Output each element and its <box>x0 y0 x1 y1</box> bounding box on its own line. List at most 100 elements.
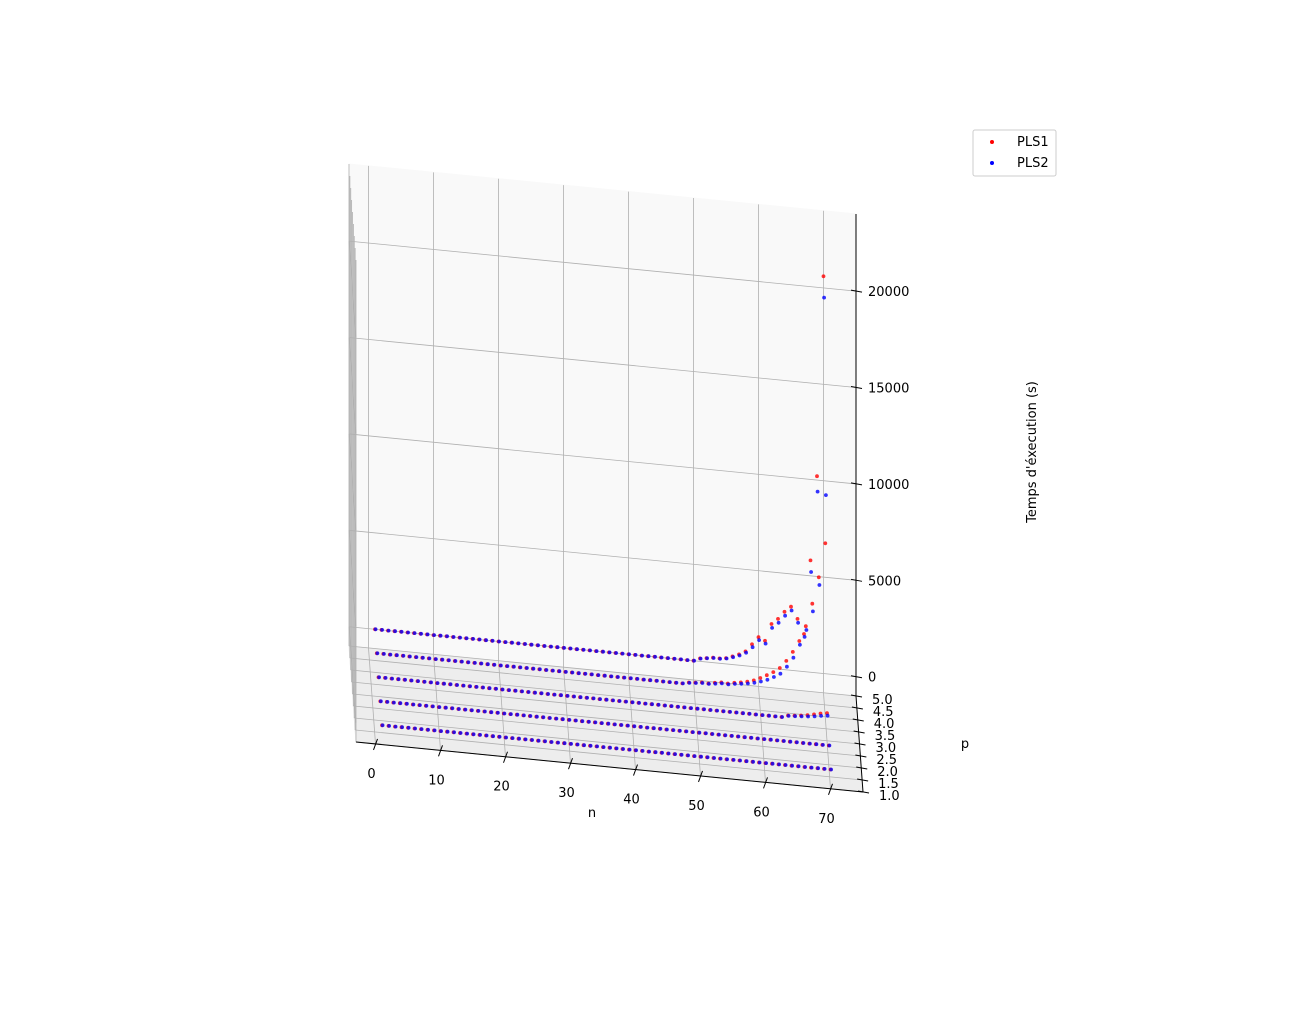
legend: PLS1 PLS2 <box>972 129 1057 177</box>
data-point <box>679 752 684 757</box>
z-tick-label: 15000 <box>868 382 909 397</box>
data-point <box>810 601 815 606</box>
data-point <box>634 748 638 753</box>
data-point <box>497 639 501 644</box>
data-point <box>379 699 383 704</box>
data-point <box>457 707 461 711</box>
data-point <box>796 620 800 625</box>
data-point <box>525 666 529 670</box>
data-point <box>478 733 482 737</box>
data-point <box>713 681 718 686</box>
data-point <box>458 635 462 640</box>
grid-z-back <box>348 240 857 292</box>
data-point <box>512 664 516 669</box>
data-point <box>822 767 827 771</box>
data-point <box>523 642 527 646</box>
data-point <box>750 642 754 647</box>
data-point <box>409 678 414 683</box>
data-point <box>382 652 386 656</box>
data-point <box>789 604 793 609</box>
data-point <box>596 673 601 677</box>
data-point <box>591 696 596 701</box>
data-point <box>583 671 588 676</box>
data-point <box>388 652 393 657</box>
data-point <box>393 629 397 634</box>
data-point <box>782 609 787 614</box>
x-tick-label: 70 <box>818 812 835 827</box>
data-point <box>439 729 443 733</box>
data-point <box>403 677 407 682</box>
y-tick-label: 1.0 <box>879 789 900 804</box>
data-point <box>824 493 828 497</box>
data-point <box>798 642 802 647</box>
data-point <box>549 740 554 744</box>
data-point <box>637 701 641 705</box>
x-tick-mark <box>568 757 573 770</box>
data-point <box>783 613 787 618</box>
data-point <box>765 677 770 682</box>
data-point <box>499 663 503 668</box>
data-point <box>663 703 667 708</box>
data-point <box>687 681 692 685</box>
data-point <box>445 634 449 639</box>
data-point <box>806 714 810 719</box>
data-point <box>704 731 708 736</box>
data-point <box>398 701 403 706</box>
data-point <box>793 714 797 719</box>
data-point <box>776 617 780 621</box>
data-point <box>799 714 804 719</box>
data-point <box>666 656 670 660</box>
data-point <box>416 679 420 683</box>
data-point <box>427 656 432 661</box>
data-point <box>487 686 492 691</box>
data-point <box>431 704 435 709</box>
data-point <box>444 705 448 710</box>
z-tick-mark <box>850 289 863 293</box>
data-point <box>453 659 458 663</box>
data-point <box>570 670 575 675</box>
data-point <box>601 649 605 654</box>
data-point <box>414 655 419 659</box>
back-pane <box>348 163 857 697</box>
data-point <box>678 728 682 733</box>
data-point <box>827 743 832 748</box>
data-point <box>425 632 430 637</box>
data-point <box>620 651 625 656</box>
data-point <box>672 656 677 661</box>
data-point <box>708 708 713 712</box>
data-point <box>486 662 490 667</box>
data-point <box>811 609 815 614</box>
data-point <box>686 753 690 758</box>
z-tick-label: 20000 <box>868 285 909 300</box>
data-point <box>756 635 761 640</box>
y-tick-mark <box>856 766 868 770</box>
data-point <box>603 673 607 678</box>
data-point <box>626 723 630 728</box>
data-point <box>575 742 580 747</box>
data-point <box>507 688 511 692</box>
data-point <box>726 682 731 687</box>
data-point <box>705 656 709 661</box>
data-point <box>809 570 813 574</box>
data-point <box>660 750 664 755</box>
data-point <box>491 734 495 739</box>
x-tick-mark <box>633 764 638 776</box>
data-point <box>604 697 609 702</box>
data-point <box>621 747 625 751</box>
legend-marker-pls2 <box>990 161 994 165</box>
data-point <box>552 692 557 697</box>
data-point <box>600 721 604 725</box>
z-tick-mark <box>850 675 863 679</box>
grid-y-floor <box>348 645 857 697</box>
data-point <box>731 758 736 762</box>
data-point <box>744 759 749 764</box>
data-point <box>509 712 513 716</box>
data-point <box>581 647 586 652</box>
grid-y-floor <box>354 717 862 769</box>
data-point <box>652 726 656 731</box>
data-point <box>731 655 735 660</box>
data-point <box>611 698 615 703</box>
data-point <box>437 705 442 709</box>
data-point <box>616 675 620 679</box>
z-tick-mark <box>850 578 863 582</box>
